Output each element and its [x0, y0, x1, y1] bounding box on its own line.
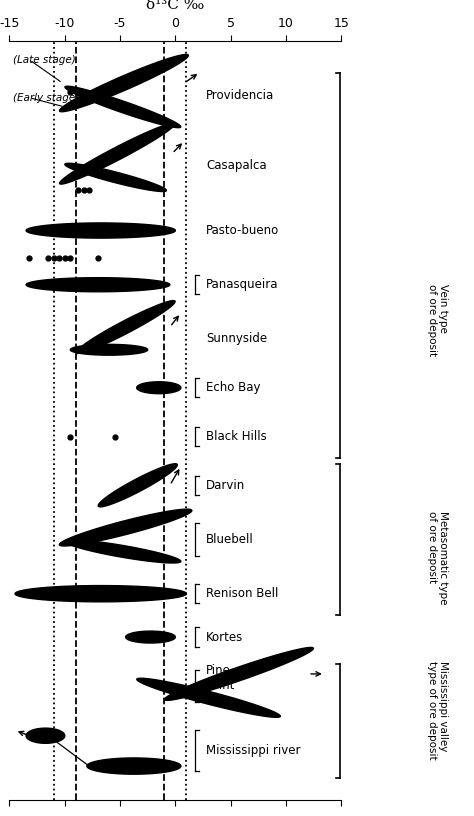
Text: Pasto-bueno: Pasto-bueno: [206, 224, 280, 237]
Text: Providencia: Providencia: [206, 88, 274, 101]
Polygon shape: [65, 163, 166, 192]
Text: Echo Bay: Echo Bay: [206, 381, 261, 394]
Text: Casapalca: Casapalca: [206, 159, 267, 172]
Polygon shape: [126, 631, 175, 643]
Text: Darvin: Darvin: [206, 479, 246, 492]
Text: Pine
Point: Pine Point: [206, 663, 236, 692]
Text: Panasqueira: Panasqueira: [206, 278, 279, 291]
Title: δ¹³C ‰: δ¹³C ‰: [146, 0, 205, 12]
Polygon shape: [60, 55, 188, 112]
Polygon shape: [59, 509, 192, 546]
Text: Metasomatic type
of ore deposit: Metasomatic type of ore deposit: [427, 511, 448, 605]
Text: Black Hills: Black Hills: [206, 430, 267, 443]
Text: Kortes: Kortes: [206, 631, 244, 644]
Polygon shape: [70, 344, 148, 355]
Text: Renison Bell: Renison Bell: [206, 588, 279, 601]
Polygon shape: [87, 758, 181, 774]
Text: Mississippi valley
type of ore deposit: Mississippi valley type of ore deposit: [427, 661, 448, 760]
Text: (Early stage): (Early stage): [13, 93, 79, 103]
Polygon shape: [137, 678, 280, 717]
Polygon shape: [137, 382, 181, 393]
Polygon shape: [26, 277, 170, 292]
Text: (Late stage): (Late stage): [13, 55, 75, 64]
Polygon shape: [60, 123, 175, 184]
Polygon shape: [65, 540, 181, 563]
Polygon shape: [26, 223, 175, 238]
Text: Bluebell: Bluebell: [206, 533, 254, 546]
Text: Mississippi river: Mississippi river: [206, 744, 301, 757]
Polygon shape: [98, 463, 177, 507]
Polygon shape: [65, 86, 181, 127]
Polygon shape: [15, 586, 186, 602]
Polygon shape: [26, 728, 65, 743]
Text: Vein type
of ore deposit: Vein type of ore deposit: [427, 284, 448, 357]
Polygon shape: [164, 647, 313, 700]
Polygon shape: [76, 300, 175, 353]
Text: Sunnyside: Sunnyside: [206, 332, 267, 345]
